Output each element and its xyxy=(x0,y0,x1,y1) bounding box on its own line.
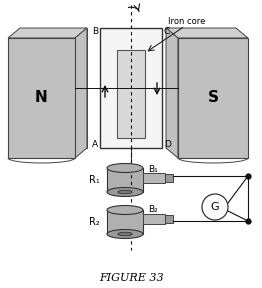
FancyBboxPatch shape xyxy=(165,174,173,182)
Text: N: N xyxy=(35,90,48,105)
Polygon shape xyxy=(75,28,87,158)
FancyBboxPatch shape xyxy=(8,38,75,158)
Polygon shape xyxy=(166,28,248,38)
Circle shape xyxy=(202,194,228,220)
FancyBboxPatch shape xyxy=(165,215,173,223)
FancyBboxPatch shape xyxy=(117,50,145,138)
Text: Iron core: Iron core xyxy=(168,18,205,26)
Ellipse shape xyxy=(107,187,143,196)
Ellipse shape xyxy=(107,230,143,238)
FancyBboxPatch shape xyxy=(143,173,165,183)
Ellipse shape xyxy=(118,190,132,194)
Polygon shape xyxy=(166,28,236,148)
Text: B₂: B₂ xyxy=(148,206,158,215)
Text: B₁: B₁ xyxy=(148,164,158,173)
Text: S: S xyxy=(208,90,219,105)
Text: G: G xyxy=(211,202,219,212)
FancyBboxPatch shape xyxy=(143,214,165,224)
FancyBboxPatch shape xyxy=(178,38,248,158)
Text: FIGURE 33: FIGURE 33 xyxy=(99,273,163,283)
Text: A: A xyxy=(92,140,98,149)
Text: D: D xyxy=(164,140,171,149)
Ellipse shape xyxy=(107,164,143,173)
Text: R₁: R₁ xyxy=(89,175,100,185)
Polygon shape xyxy=(166,28,178,158)
Text: R₂: R₂ xyxy=(89,217,100,227)
Text: C: C xyxy=(164,27,170,36)
Text: B: B xyxy=(92,27,98,36)
Polygon shape xyxy=(8,28,87,38)
FancyBboxPatch shape xyxy=(100,28,162,148)
Ellipse shape xyxy=(118,232,132,236)
FancyBboxPatch shape xyxy=(107,210,143,234)
Ellipse shape xyxy=(107,206,143,215)
Polygon shape xyxy=(20,28,87,148)
FancyBboxPatch shape xyxy=(107,168,143,192)
